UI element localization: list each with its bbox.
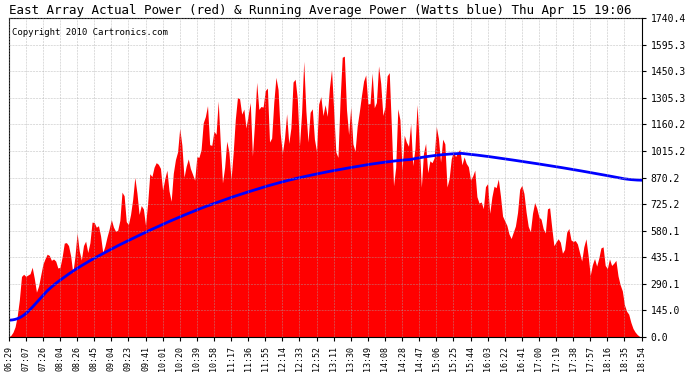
Text: Copyright 2010 Cartronics.com: Copyright 2010 Cartronics.com <box>12 28 168 37</box>
Text: East Array Actual Power (red) & Running Average Power (Watts blue) Thu Apr 15 19: East Array Actual Power (red) & Running … <box>9 4 631 17</box>
